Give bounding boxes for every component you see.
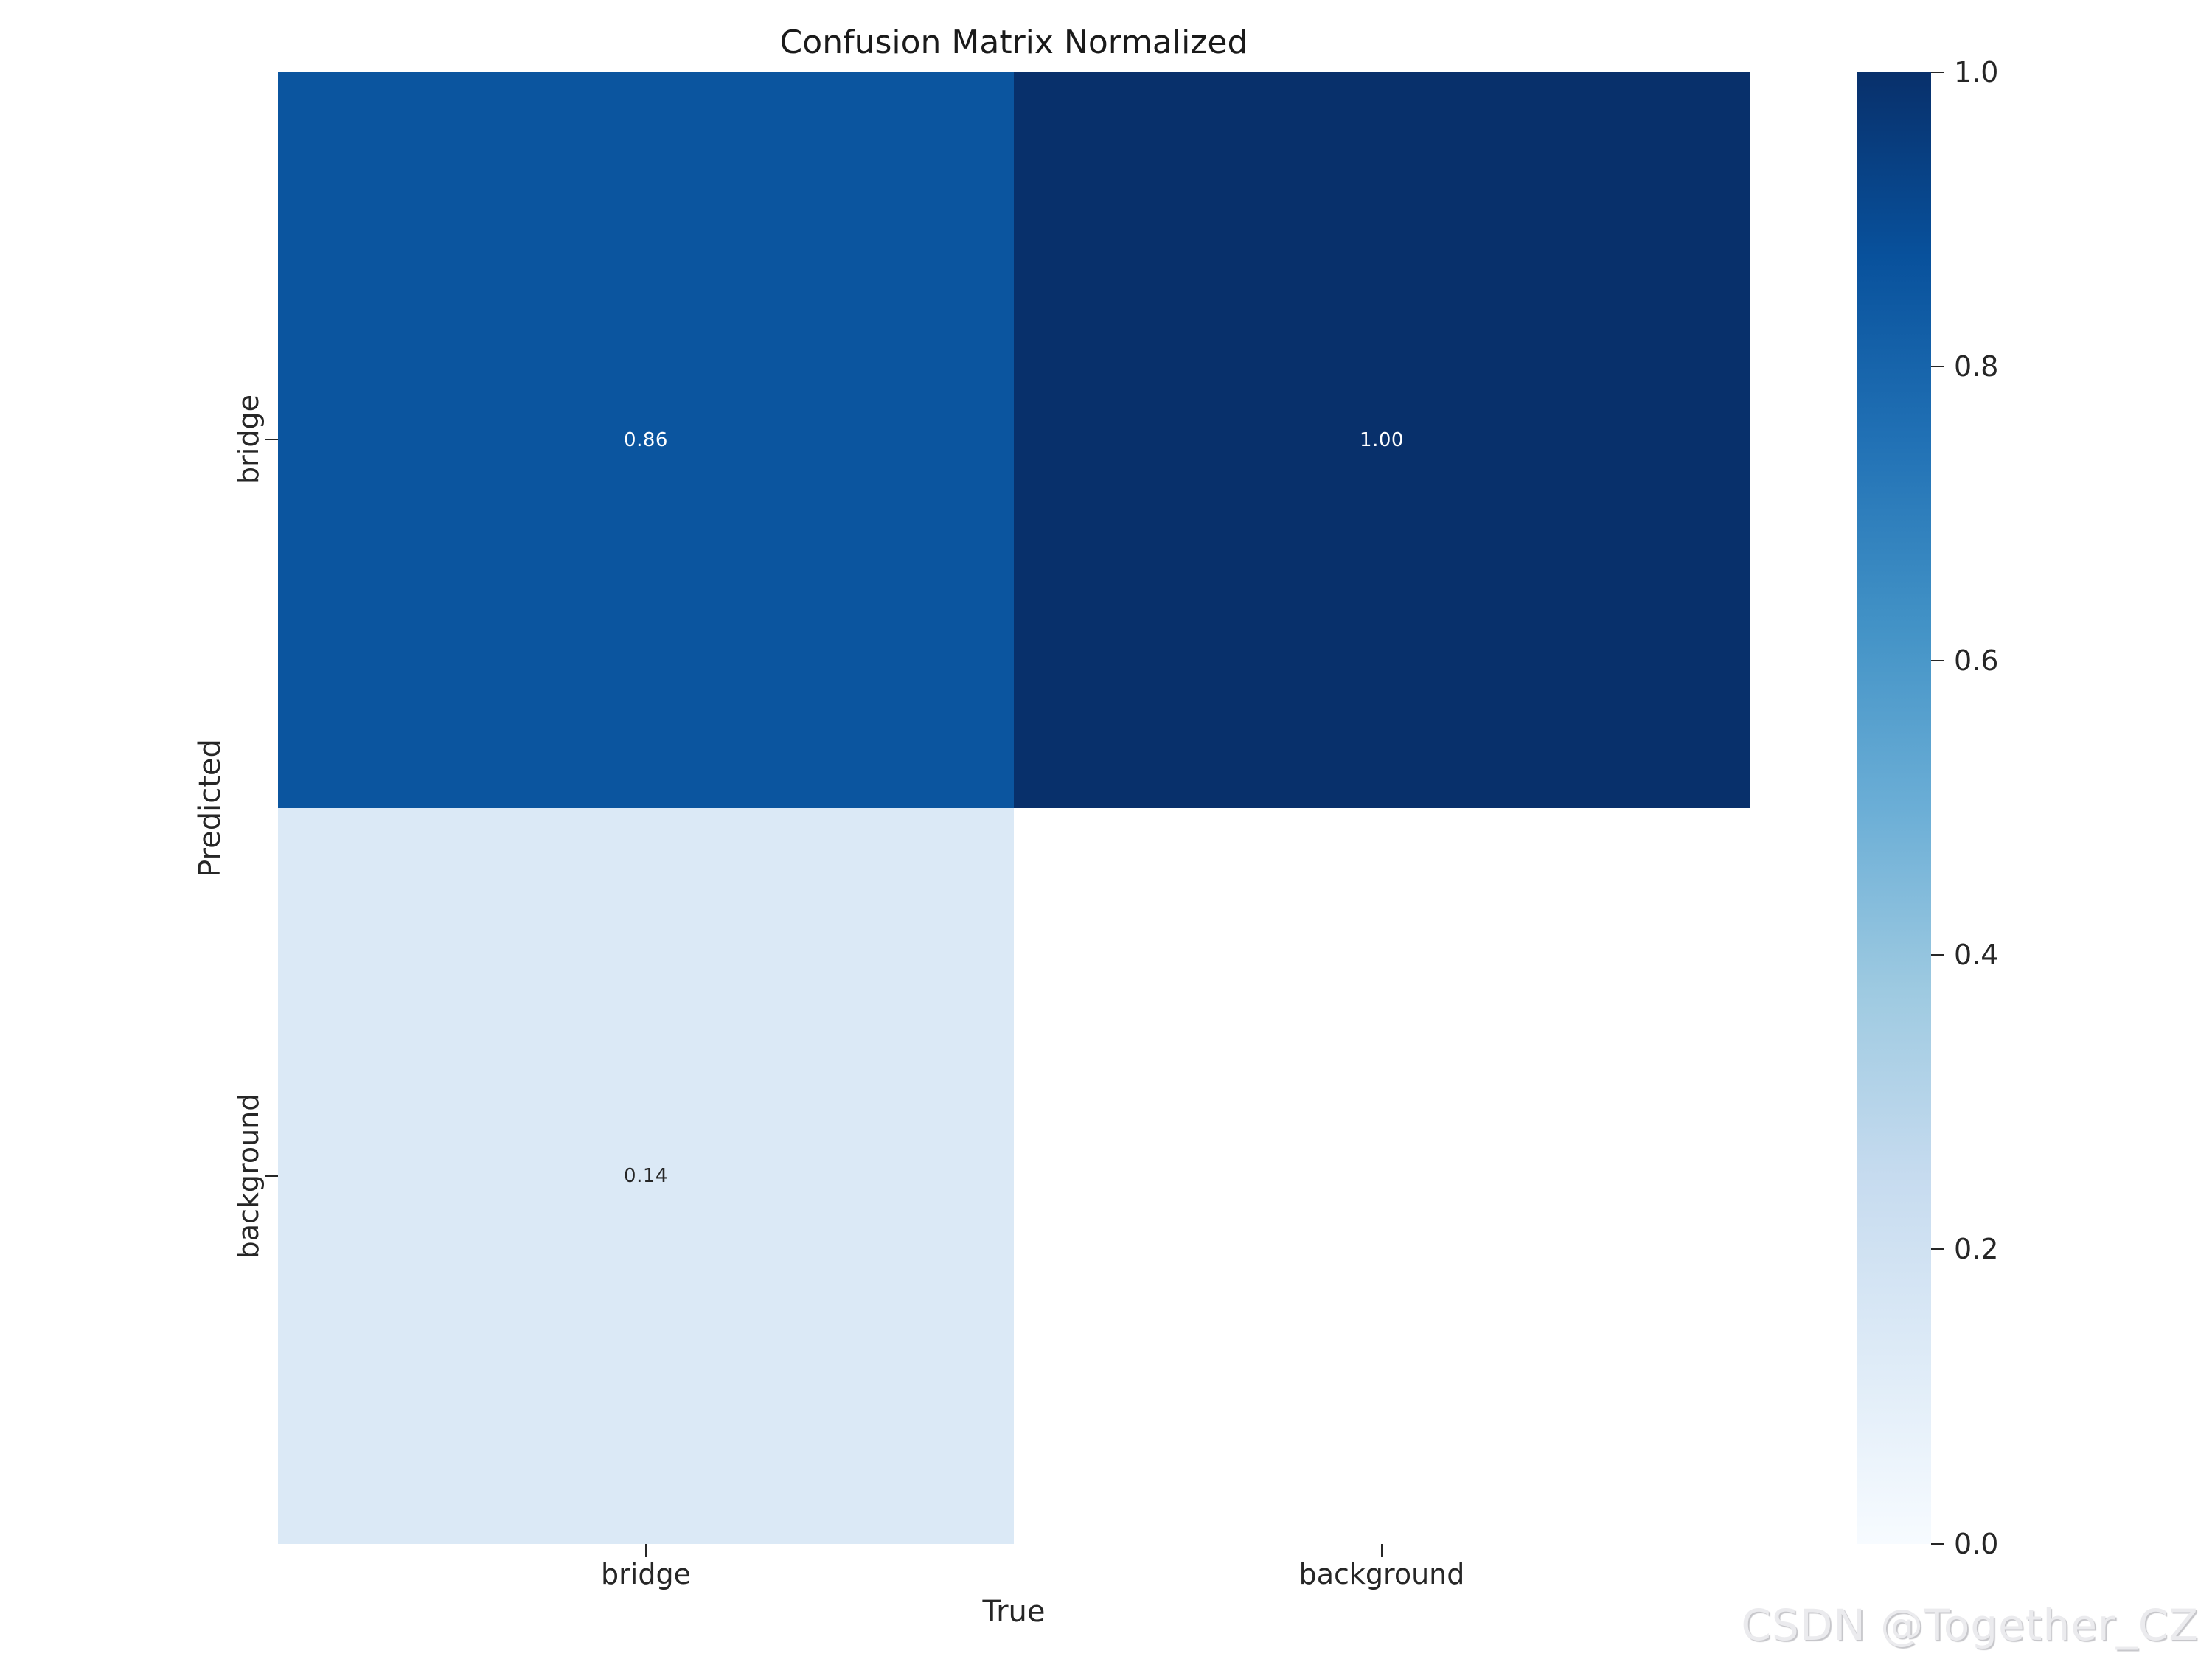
colorbar-tick-mark	[1931, 1248, 1944, 1251]
y-tick-mark-background	[265, 1175, 278, 1178]
cell-predicted-bridge-true-background: 1.00	[1014, 72, 1750, 808]
colorbar-tick-mark	[1931, 366, 1944, 368]
cell-predicted-background-true-background	[1014, 808, 1750, 1544]
cell-value-label: 0.86	[624, 429, 668, 451]
cell-predicted-background-true-bridge: 0.14	[278, 808, 1014, 1544]
x-tick-mark-background	[1381, 1544, 1383, 1557]
y-axis-label: Predicted	[193, 739, 227, 877]
cell-predicted-bridge-true-bridge: 0.86	[278, 72, 1014, 808]
x-tick-mark-bridge	[645, 1544, 647, 1557]
y-tick-label-background: background	[232, 1093, 265, 1259]
cell-value-label	[1014, 808, 1750, 1544]
colorbar-tick-mark	[1931, 72, 1944, 74]
x-tick-label-background: background	[1298, 1558, 1465, 1590]
colorbar-tick-label: 0.6	[1954, 644, 1999, 677]
x-axis-label: True	[982, 1595, 1046, 1629]
colorbar-tick-label: 0.2	[1954, 1233, 1999, 1265]
cell-value-label: 0.14	[624, 1165, 668, 1187]
colorbar-tick-mark	[1931, 954, 1944, 956]
colorbar-tick-mark	[1931, 660, 1944, 662]
colorbar-tick-label: 1.0	[1954, 56, 1999, 88]
chart-title: Confusion Matrix Normalized	[779, 24, 1248, 61]
y-tick-label-bridge: bridge	[232, 394, 265, 484]
y-tick-mark-bridge	[265, 439, 278, 441]
colorbar-tick-label: 0.0	[1954, 1528, 1999, 1560]
colorbar-tick-label: 0.8	[1954, 350, 1999, 383]
colorbar	[1857, 72, 1931, 1544]
heatmap-grid: 0.86 1.00 0.14	[278, 72, 1750, 1544]
colorbar-tick-label: 0.4	[1954, 939, 1999, 971]
cell-value-label: 1.00	[1360, 429, 1404, 451]
watermark-text: CSDN @Together_CZ	[1741, 1600, 2199, 1650]
colorbar-tick-mark	[1931, 1543, 1944, 1545]
x-tick-label-bridge: bridge	[601, 1558, 691, 1590]
